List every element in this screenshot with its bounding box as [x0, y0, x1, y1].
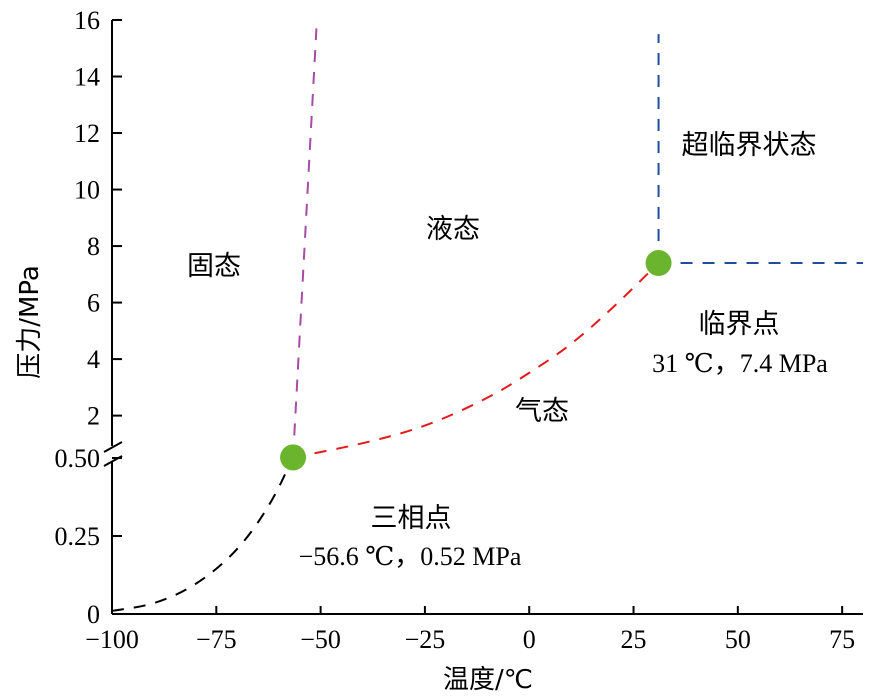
x-tick-label: −25 — [405, 625, 446, 654]
liquid-region-label: 液态 — [426, 214, 480, 245]
solid-region-label: 固态 — [187, 251, 241, 282]
x-axis-ticks: −100 −75 −50 −25 0 25 50 75 — [85, 606, 855, 654]
y-tick-label: 2 — [87, 402, 100, 431]
gas-region-label: 气态 — [515, 396, 569, 427]
vaporization-curve-line — [292, 262, 660, 459]
x-tick-label: 0 — [523, 625, 536, 654]
triple-point-marker — [280, 444, 307, 471]
sublimation-curve-line — [111, 457, 294, 612]
critical-point-marker — [645, 250, 672, 277]
y-tick-label: 4 — [87, 345, 100, 374]
critical-point-value: 31 ℃，7.4 MPa — [652, 349, 828, 378]
y-tick-label: 10 — [74, 176, 100, 205]
x-tick-label: −75 — [196, 625, 237, 654]
x-axis-title: 温度/℃ — [443, 665, 533, 695]
y-tick-label: 14 — [74, 63, 100, 92]
y-axis-title: 压力/MPa — [15, 265, 45, 379]
x-tick-label: −100 — [85, 625, 139, 654]
critical-point-label: 临界点 — [699, 309, 780, 340]
y-tick-label: 0 — [87, 600, 100, 629]
supercritical-region-label: 超临界状态 — [682, 130, 817, 161]
triple-point-label: 三相点 — [371, 503, 452, 534]
x-tick-label: −50 — [300, 625, 341, 654]
y-axis-ticks: 0 0.25 0.50 2 4 6 8 10 12 14 16 — [55, 6, 122, 629]
y-tick-label: 12 — [74, 119, 100, 148]
y-tick-label: 6 — [87, 289, 100, 318]
x-tick-label: 25 — [621, 625, 647, 654]
phase-points — [280, 250, 672, 471]
y-tick-label: 8 — [87, 232, 100, 261]
phase-curves — [111, 28, 863, 612]
y-tick-label: 0.25 — [55, 522, 101, 551]
y-axis-break-mark-top — [103, 441, 123, 453]
y-tick-label: 0.50 — [55, 444, 101, 473]
triple-point-value: −56.6 ℃，0.52 MPa — [299, 542, 522, 571]
x-tick-label: 75 — [829, 625, 855, 654]
y-tick-label: 16 — [74, 6, 100, 35]
melting-curve-line — [292, 28, 318, 458]
x-tick-label: 50 — [725, 625, 751, 654]
